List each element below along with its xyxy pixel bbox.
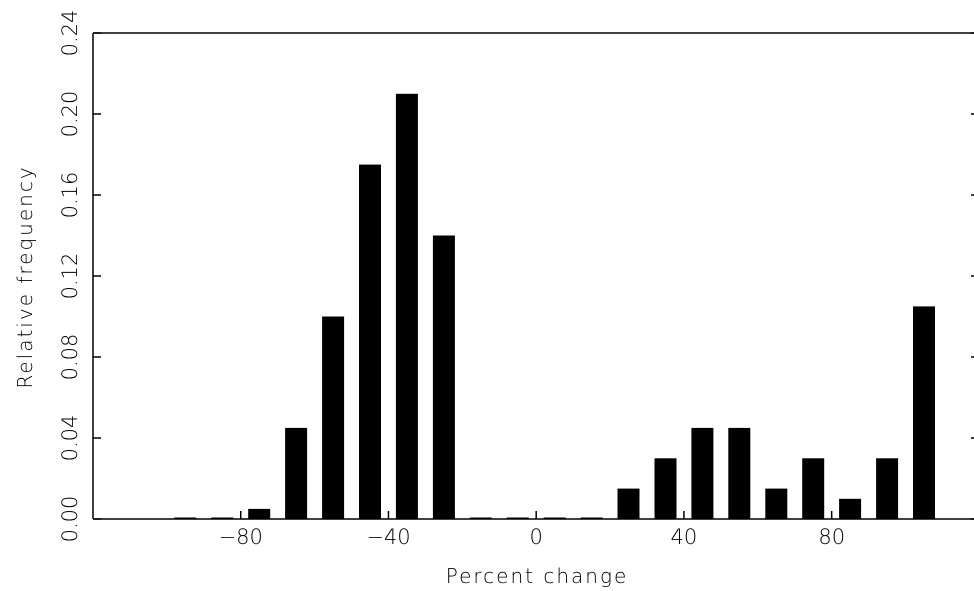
bar-13 xyxy=(654,458,677,520)
y-tick-label: 0.00 xyxy=(58,496,82,543)
y-tick-label: 0.08 xyxy=(58,334,82,381)
x-tick-label: −80 xyxy=(219,525,263,549)
x-axis-title: Percent change xyxy=(446,564,629,588)
bar-16 xyxy=(765,488,788,519)
y-tick-label: 0.16 xyxy=(58,172,82,219)
bar-17 xyxy=(802,458,825,520)
bar-19 xyxy=(876,458,899,520)
y-tick-label: 0.04 xyxy=(58,415,82,462)
y-tick-label: 0.24 xyxy=(58,10,82,57)
y-axis-title: Relative frequency xyxy=(13,165,37,388)
bars-group xyxy=(174,93,935,520)
bar-2 xyxy=(248,508,271,519)
axes-group: 0.00 0.04 0.08 0.12 0.16 0.20 0.24 −80 −40 0 40 80 xyxy=(58,10,974,549)
x-tick-label: 80 xyxy=(818,525,845,549)
x-tick-label: −40 xyxy=(366,525,410,549)
bar-20 xyxy=(913,306,935,519)
bar-15 xyxy=(728,427,751,519)
x-tick-label: 40 xyxy=(671,525,698,549)
y-tick-label: 0.12 xyxy=(58,253,82,300)
bar-5 xyxy=(359,164,381,519)
x-tick-label: 0 xyxy=(530,525,543,549)
bar-18 xyxy=(839,498,862,520)
bar-3 xyxy=(285,427,308,519)
bar-6 xyxy=(395,93,418,520)
bar-7 xyxy=(432,235,455,519)
bar-12 xyxy=(617,488,640,519)
bar-4 xyxy=(322,316,345,519)
y-tick-label: 0.20 xyxy=(58,91,82,138)
bar-14 xyxy=(691,427,714,519)
